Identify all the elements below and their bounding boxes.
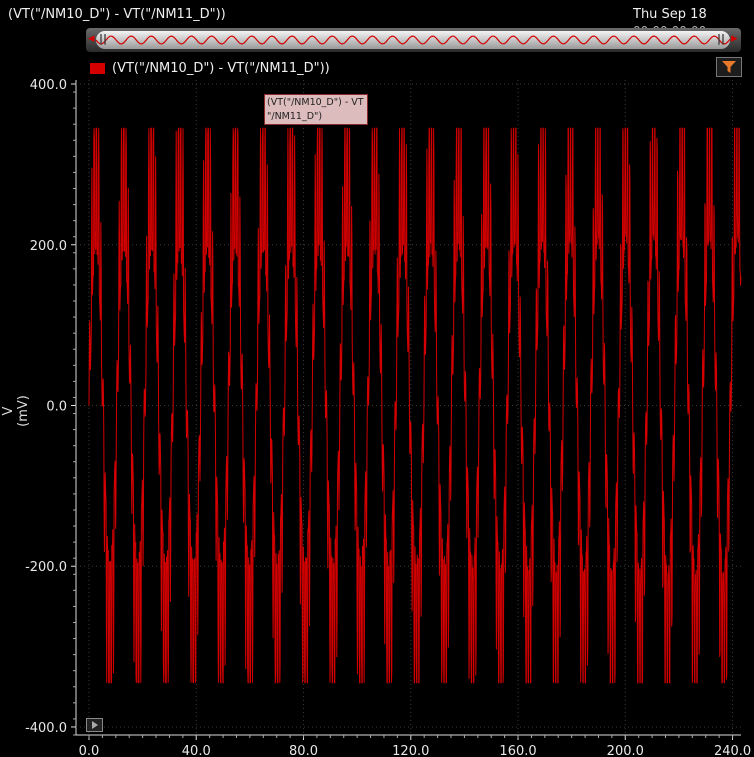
- tooltip-line-2: "/NM11_D"): [267, 111, 323, 122]
- play-icon: [92, 721, 98, 729]
- filter-button[interactable]: [716, 57, 742, 77]
- legend-label[interactable]: (VT("/NM10_D") - VT("/NM11_D")): [112, 61, 330, 76]
- y-tick-label: -400.0: [25, 721, 67, 736]
- scroll-right-arrow[interactable]: ▸: [731, 31, 738, 46]
- overview-waveform: [96, 35, 730, 45]
- x-tick-label: 0.0: [79, 744, 100, 757]
- zoom-slider-thumb[interactable]: || ||: [96, 31, 730, 49]
- y-tick-label: 200.0: [30, 239, 67, 254]
- x-tick-label: 200.0: [607, 744, 644, 757]
- scroll-left-arrow[interactable]: ◂: [88, 31, 95, 46]
- y-tick-label: 0.0: [46, 399, 67, 414]
- x-tick-label: 40.0: [182, 744, 211, 757]
- series-line: [88, 127, 742, 684]
- window-title: (VT("/NM10_D") - VT("/NM11_D")): [8, 7, 226, 22]
- slider-handle-left[interactable]: ||: [99, 32, 108, 45]
- play-button[interactable]: [86, 718, 103, 732]
- x-tick-label: 160.0: [499, 744, 536, 757]
- trace-tooltip: (VT("/NM10_D") - VT "/NM11_D"): [264, 94, 368, 125]
- filter-icon: [722, 61, 736, 73]
- x-tick-label: 120.0: [392, 744, 429, 757]
- x-tick-label: 80.0: [289, 744, 318, 757]
- y-tick-label: -200.0: [25, 560, 67, 575]
- y-tick-label: 400.0: [30, 78, 67, 93]
- date-label: Thu Sep 18: [633, 7, 707, 22]
- tooltip-line-1: (VT("/NM10_D") - VT: [267, 97, 364, 108]
- x-tick-label: 240.0: [714, 744, 751, 757]
- slider-handle-right[interactable]: ||: [716, 32, 725, 45]
- legend-swatch[interactable]: [90, 63, 105, 74]
